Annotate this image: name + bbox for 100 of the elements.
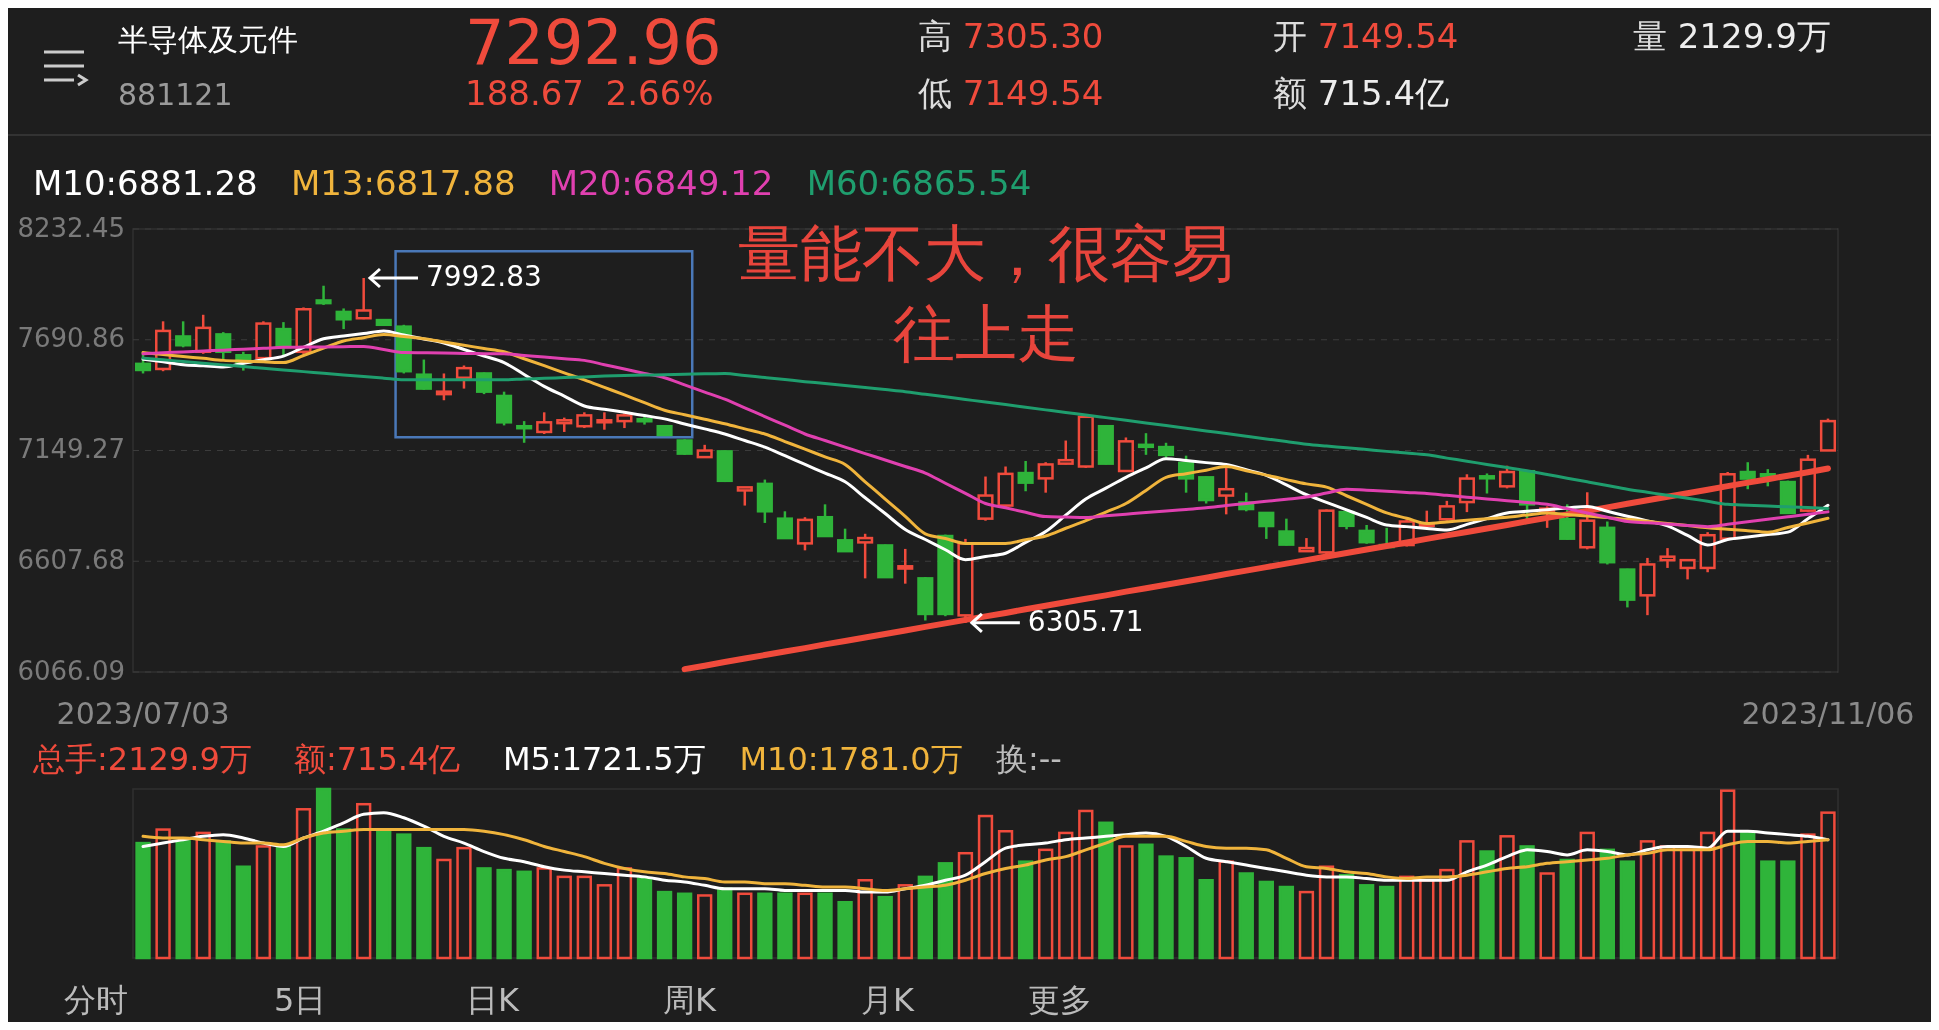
candlestick	[355, 276, 372, 321]
bar	[376, 830, 392, 960]
bar	[977, 814, 994, 960]
bar	[416, 846, 432, 960]
bar	[1599, 848, 1615, 960]
bar	[1138, 843, 1154, 960]
candlestick	[857, 532, 874, 580]
text: 更多	[1028, 981, 1092, 1019]
bar	[917, 875, 933, 960]
bar	[456, 846, 472, 960]
candlestick	[315, 284, 332, 307]
candlestick	[1739, 460, 1756, 491]
bar	[1619, 860, 1636, 960]
text: 5日	[274, 981, 327, 1019]
candlestick	[596, 411, 613, 431]
candlestick	[175, 320, 192, 349]
candlestick	[1278, 517, 1295, 547]
bar	[235, 865, 251, 960]
text: M13:6817.88	[290, 163, 516, 203]
bar	[1118, 845, 1134, 960]
text: 量 2129.9万	[1633, 16, 1831, 56]
text: M10:1781.0万	[739, 740, 963, 778]
bar	[1178, 857, 1194, 960]
bar	[135, 841, 151, 960]
bar	[757, 892, 773, 960]
bar	[797, 892, 813, 960]
candlestick	[776, 510, 793, 541]
bar	[1078, 809, 1094, 960]
candlestick	[837, 527, 854, 554]
candlestick	[1017, 459, 1034, 493]
bar	[1218, 860, 1234, 960]
bar	[1238, 872, 1254, 960]
candlestick	[736, 486, 753, 507]
bar	[937, 862, 954, 960]
bar	[877, 895, 893, 960]
candlestick	[1198, 475, 1215, 505]
bar	[255, 845, 272, 960]
candlestick	[1478, 472, 1496, 495]
text: 换:--	[995, 740, 1062, 778]
candlestick	[1659, 546, 1676, 570]
annotation: 6305.71	[1027, 604, 1144, 638]
bar	[396, 833, 412, 960]
candlestick	[796, 515, 814, 552]
bar	[556, 875, 572, 960]
candlestick	[1358, 523, 1375, 546]
y-tick-label: 7149.27	[17, 434, 125, 464]
text: 低 7149.54	[918, 73, 1104, 113]
bar	[1800, 833, 1816, 960]
candlestick	[816, 503, 834, 538]
bar	[1760, 860, 1776, 960]
bar	[1539, 872, 1555, 960]
candlestick	[1679, 558, 1696, 581]
y-tick-label: 6607.68	[17, 544, 125, 575]
bar	[1318, 865, 1335, 960]
bar	[576, 875, 592, 960]
candlestick	[536, 411, 553, 436]
x-tick-label: 2023/07/03	[56, 696, 230, 731]
candlestick	[1218, 466, 1235, 516]
text: 881121	[118, 77, 233, 112]
bar	[1358, 884, 1375, 960]
bar	[1559, 858, 1575, 960]
bar	[1419, 879, 1435, 960]
bar	[1399, 875, 1415, 960]
text: 开 7149.54	[1273, 16, 1459, 56]
text: M5:1721.5万	[502, 740, 706, 778]
bar	[997, 830, 1014, 960]
bar	[1639, 840, 1656, 960]
y-tick-label: 6066.09	[17, 655, 125, 686]
bar	[1499, 835, 1515, 960]
bar	[1439, 868, 1455, 960]
bar	[175, 840, 191, 960]
bar	[676, 892, 693, 960]
bar	[1379, 885, 1395, 960]
x-tick-label: 2023/11/06	[1741, 696, 1915, 731]
y-tick-label: 7690.86	[17, 323, 125, 354]
bar	[1017, 860, 1034, 960]
text: 额 715.4亿	[1273, 73, 1450, 113]
bar	[1038, 848, 1054, 960]
text: M10:6881.28	[33, 163, 258, 203]
text: 分时	[64, 981, 128, 1019]
bar	[897, 884, 913, 960]
text: 高 7305.30	[918, 16, 1104, 56]
bar	[155, 828, 171, 960]
bar	[1158, 855, 1174, 960]
bar	[295, 808, 312, 960]
bar	[737, 892, 753, 960]
candlestick	[1037, 460, 1054, 494]
bar	[1258, 880, 1274, 960]
text: M60:6865.54	[806, 163, 1032, 203]
bar	[1740, 831, 1756, 960]
candlestick	[335, 307, 352, 331]
candlestick	[435, 372, 452, 402]
bar	[1820, 811, 1836, 960]
candlestick	[1137, 431, 1155, 457]
bar	[1479, 850, 1495, 960]
bar	[275, 845, 292, 960]
bar	[1780, 860, 1796, 960]
bar	[1298, 890, 1315, 960]
bar	[1579, 831, 1595, 960]
bar	[656, 890, 673, 960]
